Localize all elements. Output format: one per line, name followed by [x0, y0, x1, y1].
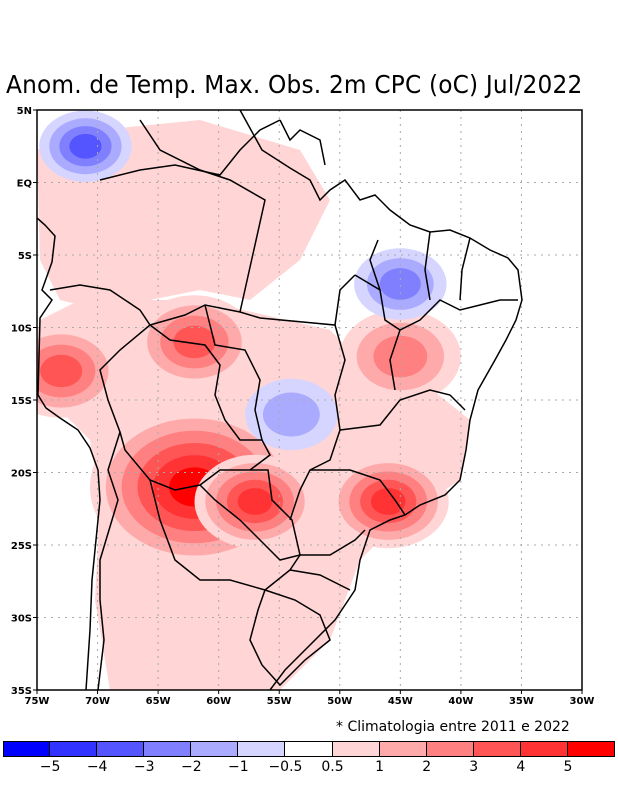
coastline-atlantic-north: [239, 110, 523, 690]
anomaly-contour-cool-maranhao-piaui--2: [379, 268, 421, 300]
lat-tick-label: EQ: [17, 179, 32, 190]
colorbar-swatch: [144, 741, 192, 757]
colorbar-swatch: [426, 741, 474, 757]
colorbar-swatch: [567, 741, 615, 757]
colorbar-swatch: [473, 741, 521, 757]
lon-tick-label: 55W: [267, 696, 292, 707]
lat-tick-label: 15S: [11, 396, 32, 407]
colorbar-swatch: [238, 741, 286, 757]
colorbar-label: 4: [516, 759, 526, 775]
colorbar-swatch: [191, 741, 239, 757]
border-uruguay: [249, 589, 331, 687]
anomaly-contour-cool-colombia--3: [69, 133, 102, 159]
lat-tick-label: 10S: [11, 324, 32, 335]
border-guianas: [279, 119, 326, 166]
colorbar: [3, 741, 615, 757]
lon-tick-label: 70W: [85, 696, 110, 707]
border-states-3: [339, 389, 466, 431]
country-borders: [37, 110, 523, 690]
chart-title: Anom. de Temp. Max. Obs. 2m CPC (oC) Jul…: [6, 70, 583, 99]
anomaly-contour-warm-center-mato-grosso-do-sul-4: [237, 488, 273, 515]
colorbar-swatch: [379, 741, 427, 757]
colorbar-label: 0.5: [321, 759, 344, 775]
lat-tick-label: 30S: [11, 614, 32, 625]
border-states-6: [289, 569, 351, 591]
lon-tick-label: 75W: [25, 696, 50, 707]
border-states-10: [459, 237, 471, 301]
lon-tick-label: 60W: [206, 696, 231, 707]
border-states-12: [389, 329, 401, 391]
colorbar-swatch: [520, 741, 568, 757]
border-chile-argentina: [97, 431, 121, 690]
lat-tick-label: 25S: [11, 541, 32, 552]
border-states-1: [204, 304, 263, 441]
grid-lines: [37, 110, 582, 690]
anomaly-fields: [37, 110, 470, 690]
colorbar-swatch: [3, 741, 51, 757]
lat-tick-label: 35S: [11, 686, 32, 697]
border-states-5: [300, 529, 366, 556]
colorbar-swatch: [97, 741, 145, 757]
border-paraguay: [199, 469, 301, 561]
border-bolivia: [99, 324, 271, 491]
lon-tick-label: 30W: [570, 696, 595, 707]
climatology-note: * Climatologia entre 2011 e 2022: [336, 719, 570, 735]
anomaly-contour-warm-center-rondonia-3: [173, 325, 216, 359]
colorbar-label: −4: [86, 759, 108, 775]
colorbar-swatch: [332, 741, 380, 757]
longitude-ticks: 75W 70W 65W 60W 55W 50W 45W 40W 35W 30W: [25, 690, 595, 707]
anomaly-contour-warm-sao-paulo-4: [370, 488, 406, 515]
lat-tick-label: 20S: [11, 469, 32, 480]
lon-tick-label: 50W: [327, 696, 352, 707]
border-states-4: [310, 469, 406, 516]
border-states-2: [289, 324, 346, 521]
lon-tick-label: 65W: [146, 696, 171, 707]
border-brazil-north: [49, 274, 356, 326]
lon-tick-label: 40W: [448, 696, 473, 707]
lon-tick-label: 45W: [388, 696, 413, 707]
border-states-8: [369, 239, 381, 291]
border-states-7: [354, 274, 481, 331]
anomaly-contour-cool-goias--1: [262, 392, 320, 437]
colorbar-label: −1: [228, 759, 249, 775]
lat-tick-label: 5N: [17, 106, 32, 117]
border-argentina-east: [149, 479, 301, 591]
colorbar-label: −5: [39, 759, 61, 775]
anomaly-contour-warm-peru-3: [40, 354, 83, 388]
colorbar-label: −0.5: [268, 759, 303, 775]
border-states-9: [424, 231, 431, 301]
colorbar-label: 2: [422, 759, 432, 775]
colorbar-label: 3: [469, 759, 479, 775]
latitude-ticks: 5N EQ 5S 10S 15S 20S 25S 30S 35S: [11, 106, 37, 697]
border-amazonas: [139, 119, 266, 313]
coastline-pacific: [37, 217, 101, 690]
anomaly-map: 5N EQ 5S 10S 15S 20S 25S 30S 35S 75W 70W 65W 60W 55W…: [11, 106, 595, 707]
colorbar-swatch: [50, 741, 98, 757]
colorbar-label: −2: [180, 759, 202, 775]
colorbar-label: −3: [133, 759, 155, 775]
lon-tick-label: 35W: [509, 696, 534, 707]
lat-tick-label: 5S: [18, 251, 32, 262]
border-states-11: [479, 299, 518, 306]
colorbar-label: 1: [375, 759, 385, 775]
colorbar-label: 5: [563, 759, 573, 775]
colorbar-swatch: [285, 741, 333, 757]
border-venezuela: [99, 119, 281, 181]
